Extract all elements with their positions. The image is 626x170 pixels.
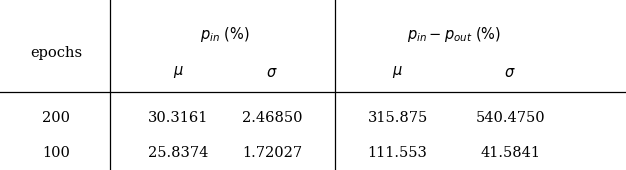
Text: 25.8374: 25.8374 [148, 146, 208, 160]
Text: 540.4750: 540.4750 [475, 111, 545, 125]
Text: 2.46850: 2.46850 [242, 111, 302, 125]
Text: 41.5841: 41.5841 [480, 146, 540, 160]
Text: $p_{in} - p_{out}$ (%): $p_{in} - p_{out}$ (%) [407, 24, 501, 44]
Text: 111.553: 111.553 [367, 146, 428, 160]
Text: 30.3161: 30.3161 [148, 111, 208, 125]
Text: epochs: epochs [30, 46, 83, 60]
Text: $\mu$: $\mu$ [392, 64, 403, 80]
Text: 315.875: 315.875 [367, 111, 428, 125]
Text: $\mu$: $\mu$ [173, 64, 184, 80]
Text: $p_{in}$ (%): $p_{in}$ (%) [200, 24, 250, 44]
Text: 200: 200 [43, 111, 70, 125]
Text: 1.72027: 1.72027 [242, 146, 302, 160]
Text: 100: 100 [43, 146, 70, 160]
Text: $\sigma$: $\sigma$ [267, 65, 278, 80]
Text: $\sigma$: $\sigma$ [505, 65, 516, 80]
